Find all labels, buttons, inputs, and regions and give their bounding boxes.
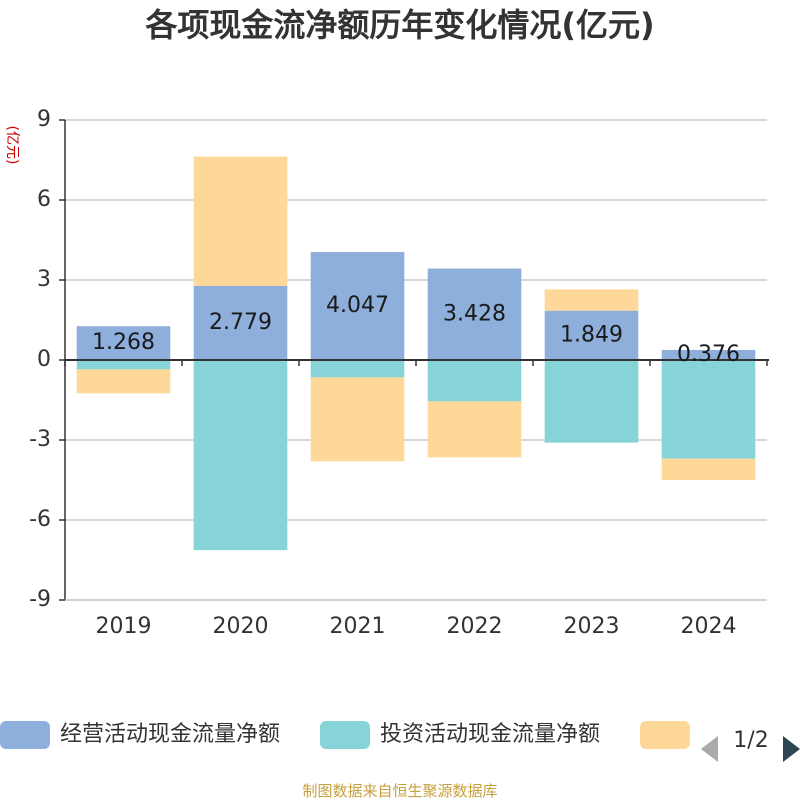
legend-swatch[interactable]	[0, 721, 50, 749]
y-axis-label: (亿元)	[4, 126, 20, 165]
bar-series-2-2023[interactable]	[544, 360, 639, 443]
legend-pager[interactable]: 1/2	[701, 728, 800, 762]
chart-title: 各项现金流净额历年变化情况(亿元)	[145, 6, 654, 44]
bar-series-3-2021[interactable]	[310, 377, 405, 462]
y-axis-ticks: 9 6 3 0 -3 -6 -9	[29, 107, 65, 612]
data-label-2024: 0.376	[677, 342, 740, 367]
bar-series-1-2024[interactable]	[661, 349, 756, 360]
x-tick-label: 2023	[564, 614, 620, 639]
x-tick-label: 2022	[447, 614, 503, 639]
y-tick-label: 6	[37, 187, 51, 212]
data-labels: 1.268 2.779 4.047 3.428 1.849 0.376	[92, 293, 740, 367]
next-page-icon[interactable]	[783, 736, 800, 762]
legend-label[interactable]: 投资活动现金流量净额	[380, 722, 600, 747]
bar-series-3-2019[interactable]	[76, 369, 171, 394]
bar-series-1-2021[interactable]	[310, 252, 405, 360]
data-label-2019: 1.268	[92, 330, 155, 355]
bar-series-1-2022[interactable]	[427, 268, 522, 360]
y-tick-label: 9	[37, 107, 51, 132]
bar-series-2-2022[interactable]	[427, 360, 522, 402]
bar-series-2-2024[interactable]	[661, 360, 756, 459]
bars	[76, 156, 756, 551]
x-tick-label: 2020	[213, 614, 269, 639]
bar-series-1-2019[interactable]	[76, 326, 171, 360]
bar-series-3-2023[interactable]	[544, 289, 639, 311]
bar-series-3-2024[interactable]	[661, 458, 756, 480]
data-label-2020: 2.779	[209, 310, 272, 335]
legend-swatch[interactable]	[320, 721, 370, 749]
y-tick-label: -9	[29, 587, 51, 612]
x-tick-label: 2024	[681, 614, 737, 639]
bar-series-1-2020[interactable]	[193, 285, 288, 360]
data-label-2023: 1.849	[560, 322, 623, 347]
bar-series-3-2022[interactable]	[427, 401, 522, 458]
x-tick-label: 2019	[96, 614, 152, 639]
bar-series-3-2020[interactable]	[193, 156, 288, 286]
legend-page-indicator: 1/2	[733, 728, 768, 753]
y-tick-label: -6	[29, 507, 51, 532]
x-axis-ticks: 2019 2020 2021 2022 2023 2024	[64, 360, 768, 639]
prev-page-icon[interactable]	[701, 736, 718, 762]
data-label-2022: 3.428	[443, 301, 506, 326]
y-tick-label: -3	[29, 427, 51, 452]
bar-series-1-2023[interactable]	[544, 310, 639, 360]
y-tick-label: 3	[37, 267, 51, 292]
legend[interactable]: 经营活动现金流量净额 投资活动现金流量净额	[0, 721, 690, 749]
bar-series-2-2020[interactable]	[193, 360, 288, 551]
bar-series-2-2019[interactable]	[76, 360, 171, 370]
y-tick-label: 0	[37, 347, 51, 372]
axes	[64, 120, 769, 601]
bar-series-2-2021[interactable]	[310, 360, 405, 378]
data-source: 制图数据来自恒生聚源数据库	[302, 782, 497, 800]
legend-label[interactable]: 经营活动现金流量净额	[60, 722, 280, 747]
legend-swatch[interactable]	[640, 721, 690, 749]
data-label-2021: 4.047	[326, 293, 389, 318]
x-tick-label: 2021	[330, 614, 386, 639]
